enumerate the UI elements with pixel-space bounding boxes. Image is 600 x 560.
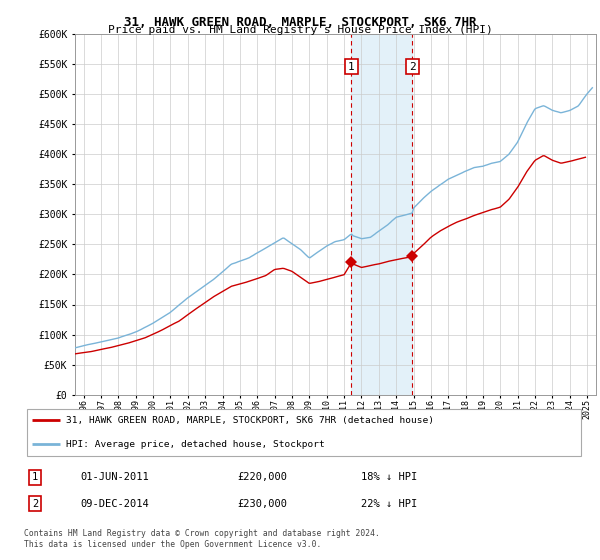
Text: 2: 2 [409, 62, 416, 72]
Bar [352, 34, 412, 395]
Text: HPI: Average price, detached house, Stockport: HPI: Average price, detached house, Stoc… [66, 440, 325, 449]
Text: £220,000: £220,000 [237, 473, 287, 482]
Text: £230,000: £230,000 [237, 499, 287, 509]
Text: 1: 1 [348, 62, 355, 72]
Text: 22% ↓ HPI: 22% ↓ HPI [361, 499, 417, 509]
Text: 1: 1 [32, 473, 38, 482]
Text: 01-JUN-2011: 01-JUN-2011 [80, 473, 149, 482]
Text: 18% ↓ HPI: 18% ↓ HPI [361, 473, 417, 482]
FancyBboxPatch shape [27, 409, 581, 456]
Text: 31, HAWK GREEN ROAD, MARPLE, STOCKPORT, SK6 7HR (detached house): 31, HAWK GREEN ROAD, MARPLE, STOCKPORT, … [66, 416, 434, 425]
Text: 31, HAWK GREEN ROAD, MARPLE, STOCKPORT, SK6 7HR: 31, HAWK GREEN ROAD, MARPLE, STOCKPORT, … [124, 16, 476, 29]
Text: 2: 2 [32, 499, 38, 509]
Text: Price paid vs. HM Land Registry's House Price Index (HPI): Price paid vs. HM Land Registry's House … [107, 25, 493, 35]
Text: 09-DEC-2014: 09-DEC-2014 [80, 499, 149, 509]
Text: Contains HM Land Registry data © Crown copyright and database right 2024.
This d: Contains HM Land Registry data © Crown c… [24, 529, 380, 549]
